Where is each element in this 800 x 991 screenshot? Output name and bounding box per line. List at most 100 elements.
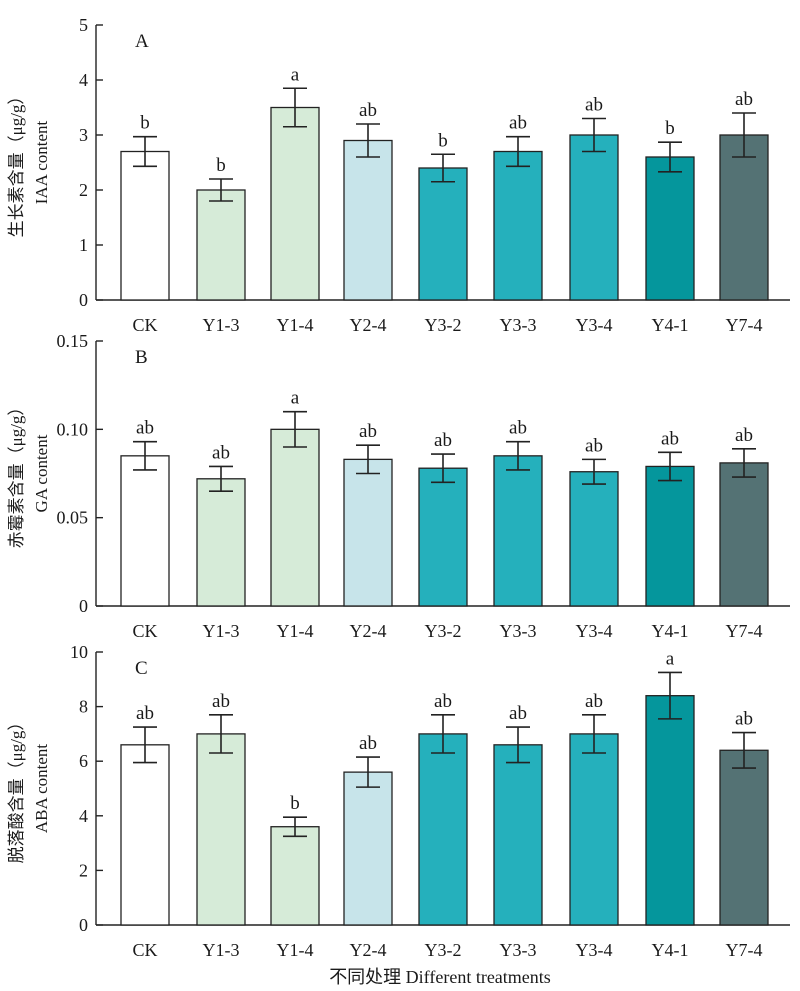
y-tick-label-a: 1 [79, 235, 88, 255]
y-tick-label-b: 0.05 [57, 508, 89, 528]
y-tick-label-c: 2 [79, 860, 88, 880]
significance-letter-b: ab [136, 418, 154, 439]
y-axis-label-cn-a: 生长素含量（μg/g） [7, 88, 26, 238]
x-tick-label-c: Y7-4 [726, 940, 763, 960]
x-tick-label-a: Y7-4 [726, 315, 763, 335]
x-tick-label-b: Y3-3 [500, 621, 537, 641]
bar-c-Y3-3 [493, 744, 543, 926]
x-tick-label-b: Y1-3 [203, 621, 240, 641]
x-tick-label-a: Y2-4 [350, 315, 387, 335]
bar-a-Y2-4 [343, 139, 393, 301]
bar-a-Y3-4 [569, 134, 619, 301]
y-axis-label-cn-c: 脱落酸含量（μg/g） [7, 714, 26, 864]
x-tick-label-a: Y3-4 [576, 315, 613, 335]
significance-letter-b: ab [585, 435, 603, 456]
bar-c-CK [120, 744, 170, 926]
bar-c-Y4-1 [645, 695, 695, 926]
significance-letter-c: b [290, 793, 300, 814]
x-tick-label-b: Y4-1 [652, 621, 689, 641]
y-axis-label-cn-b: 赤霉素含量（μg/g） [7, 399, 26, 549]
bar-b-Y3-3 [493, 455, 543, 607]
y-tick-label-c: 6 [79, 751, 88, 771]
significance-letter-c: ab [212, 691, 230, 712]
x-tick-label-c: Y4-1 [652, 940, 689, 960]
x-tick-label-a: Y3-3 [500, 315, 537, 335]
bar-a-Y7-4 [719, 134, 769, 301]
x-tick-label-b: Y1-4 [277, 621, 314, 641]
significance-letter-c: ab [359, 733, 377, 754]
y-axis-label-en-c: ABA content [32, 744, 51, 834]
x-tick-label-c: Y1-4 [277, 940, 314, 960]
x-tick-label-c: Y1-3 [203, 940, 240, 960]
x-tick-label-a: Y3-2 [425, 315, 462, 335]
significance-letter-a: ab [359, 100, 377, 121]
bar-c-Y2-4 [343, 771, 393, 926]
y-tick-label-b: 0.15 [57, 331, 89, 351]
y-tick-label-b: 0 [79, 596, 88, 616]
bar-a-Y3-2 [418, 167, 468, 301]
significance-letter-b: a [291, 388, 300, 409]
x-tick-label-c: Y3-3 [500, 940, 537, 960]
x-tick-label-c: Y2-4 [350, 940, 387, 960]
significance-letter-a: b [140, 113, 150, 134]
significance-letter-c: ab [136, 703, 154, 724]
y-tick-label-a: 3 [79, 125, 88, 145]
y-tick-label-b: 0.10 [57, 419, 89, 439]
x-tick-label-a: Y1-4 [277, 315, 314, 335]
bar-c-Y1-3 [196, 733, 246, 926]
bar-a-Y1-3 [196, 189, 246, 301]
y-tick-label-c: 4 [79, 806, 88, 826]
x-tick-label-b: CK [132, 621, 157, 641]
bar-b-Y3-2 [418, 467, 468, 607]
significance-letter-a: b [438, 130, 448, 151]
significance-letter-a: b [216, 155, 226, 176]
x-tick-label-a: Y4-1 [652, 315, 689, 335]
x-tick-label-b: Y3-2 [425, 621, 462, 641]
bar-c-Y3-2 [418, 733, 468, 926]
x-axis-label: 不同处理 Different treatments [329, 967, 551, 987]
bar-b-CK [120, 455, 170, 607]
x-tick-label-b: Y7-4 [726, 621, 763, 641]
significance-letter-c: ab [735, 709, 753, 730]
y-axis-label-en-b: GA content [32, 434, 51, 512]
y-tick-label-c: 10 [70, 642, 88, 662]
x-tick-label-a: CK [132, 315, 157, 335]
significance-letter-a: ab [509, 113, 527, 134]
bar-b-Y4-1 [645, 465, 695, 607]
x-tick-label-b: Y3-4 [576, 621, 613, 641]
bar-b-Y2-4 [343, 458, 393, 607]
bar-c-Y7-4 [719, 749, 769, 926]
bar-b-Y7-4 [719, 462, 769, 607]
y-axis-label-en-a: IAA content [32, 120, 51, 204]
significance-letter-b: ab [212, 442, 230, 463]
bar-a-Y4-1 [645, 156, 695, 301]
significance-letter-c: ab [585, 691, 603, 712]
x-tick-label-a: Y1-3 [203, 315, 240, 335]
bar-a-CK [120, 150, 170, 301]
significance-letter-b: ab [735, 425, 753, 446]
bar-a-Y3-3 [493, 150, 543, 301]
y-tick-label-c: 0 [79, 915, 88, 935]
bar-c-Y3-4 [569, 733, 619, 926]
y-tick-label-a: 2 [79, 180, 88, 200]
bar-c-Y1-4 [270, 826, 320, 926]
y-tick-label-c: 8 [79, 697, 88, 717]
x-tick-label-c: CK [132, 940, 157, 960]
significance-letter-a: ab [585, 95, 603, 116]
x-tick-label-c: Y3-2 [425, 940, 462, 960]
y-tick-label-a: 0 [79, 290, 88, 310]
bar-a-Y1-4 [270, 106, 320, 301]
significance-letter-a: b [665, 118, 675, 139]
significance-letter-c: a [666, 648, 675, 669]
significance-letter-c: ab [434, 691, 452, 712]
significance-letter-b: ab [509, 418, 527, 439]
panel-letter-a: A [135, 31, 149, 52]
panel-letter-b: B [135, 347, 148, 368]
y-tick-label-a: 5 [79, 15, 88, 35]
bar-b-Y3-4 [569, 471, 619, 607]
significance-letter-a: a [291, 64, 300, 85]
bar-b-Y1-4 [270, 428, 320, 607]
x-tick-label-c: Y3-4 [576, 940, 613, 960]
bar-b-Y1-3 [196, 478, 246, 607]
